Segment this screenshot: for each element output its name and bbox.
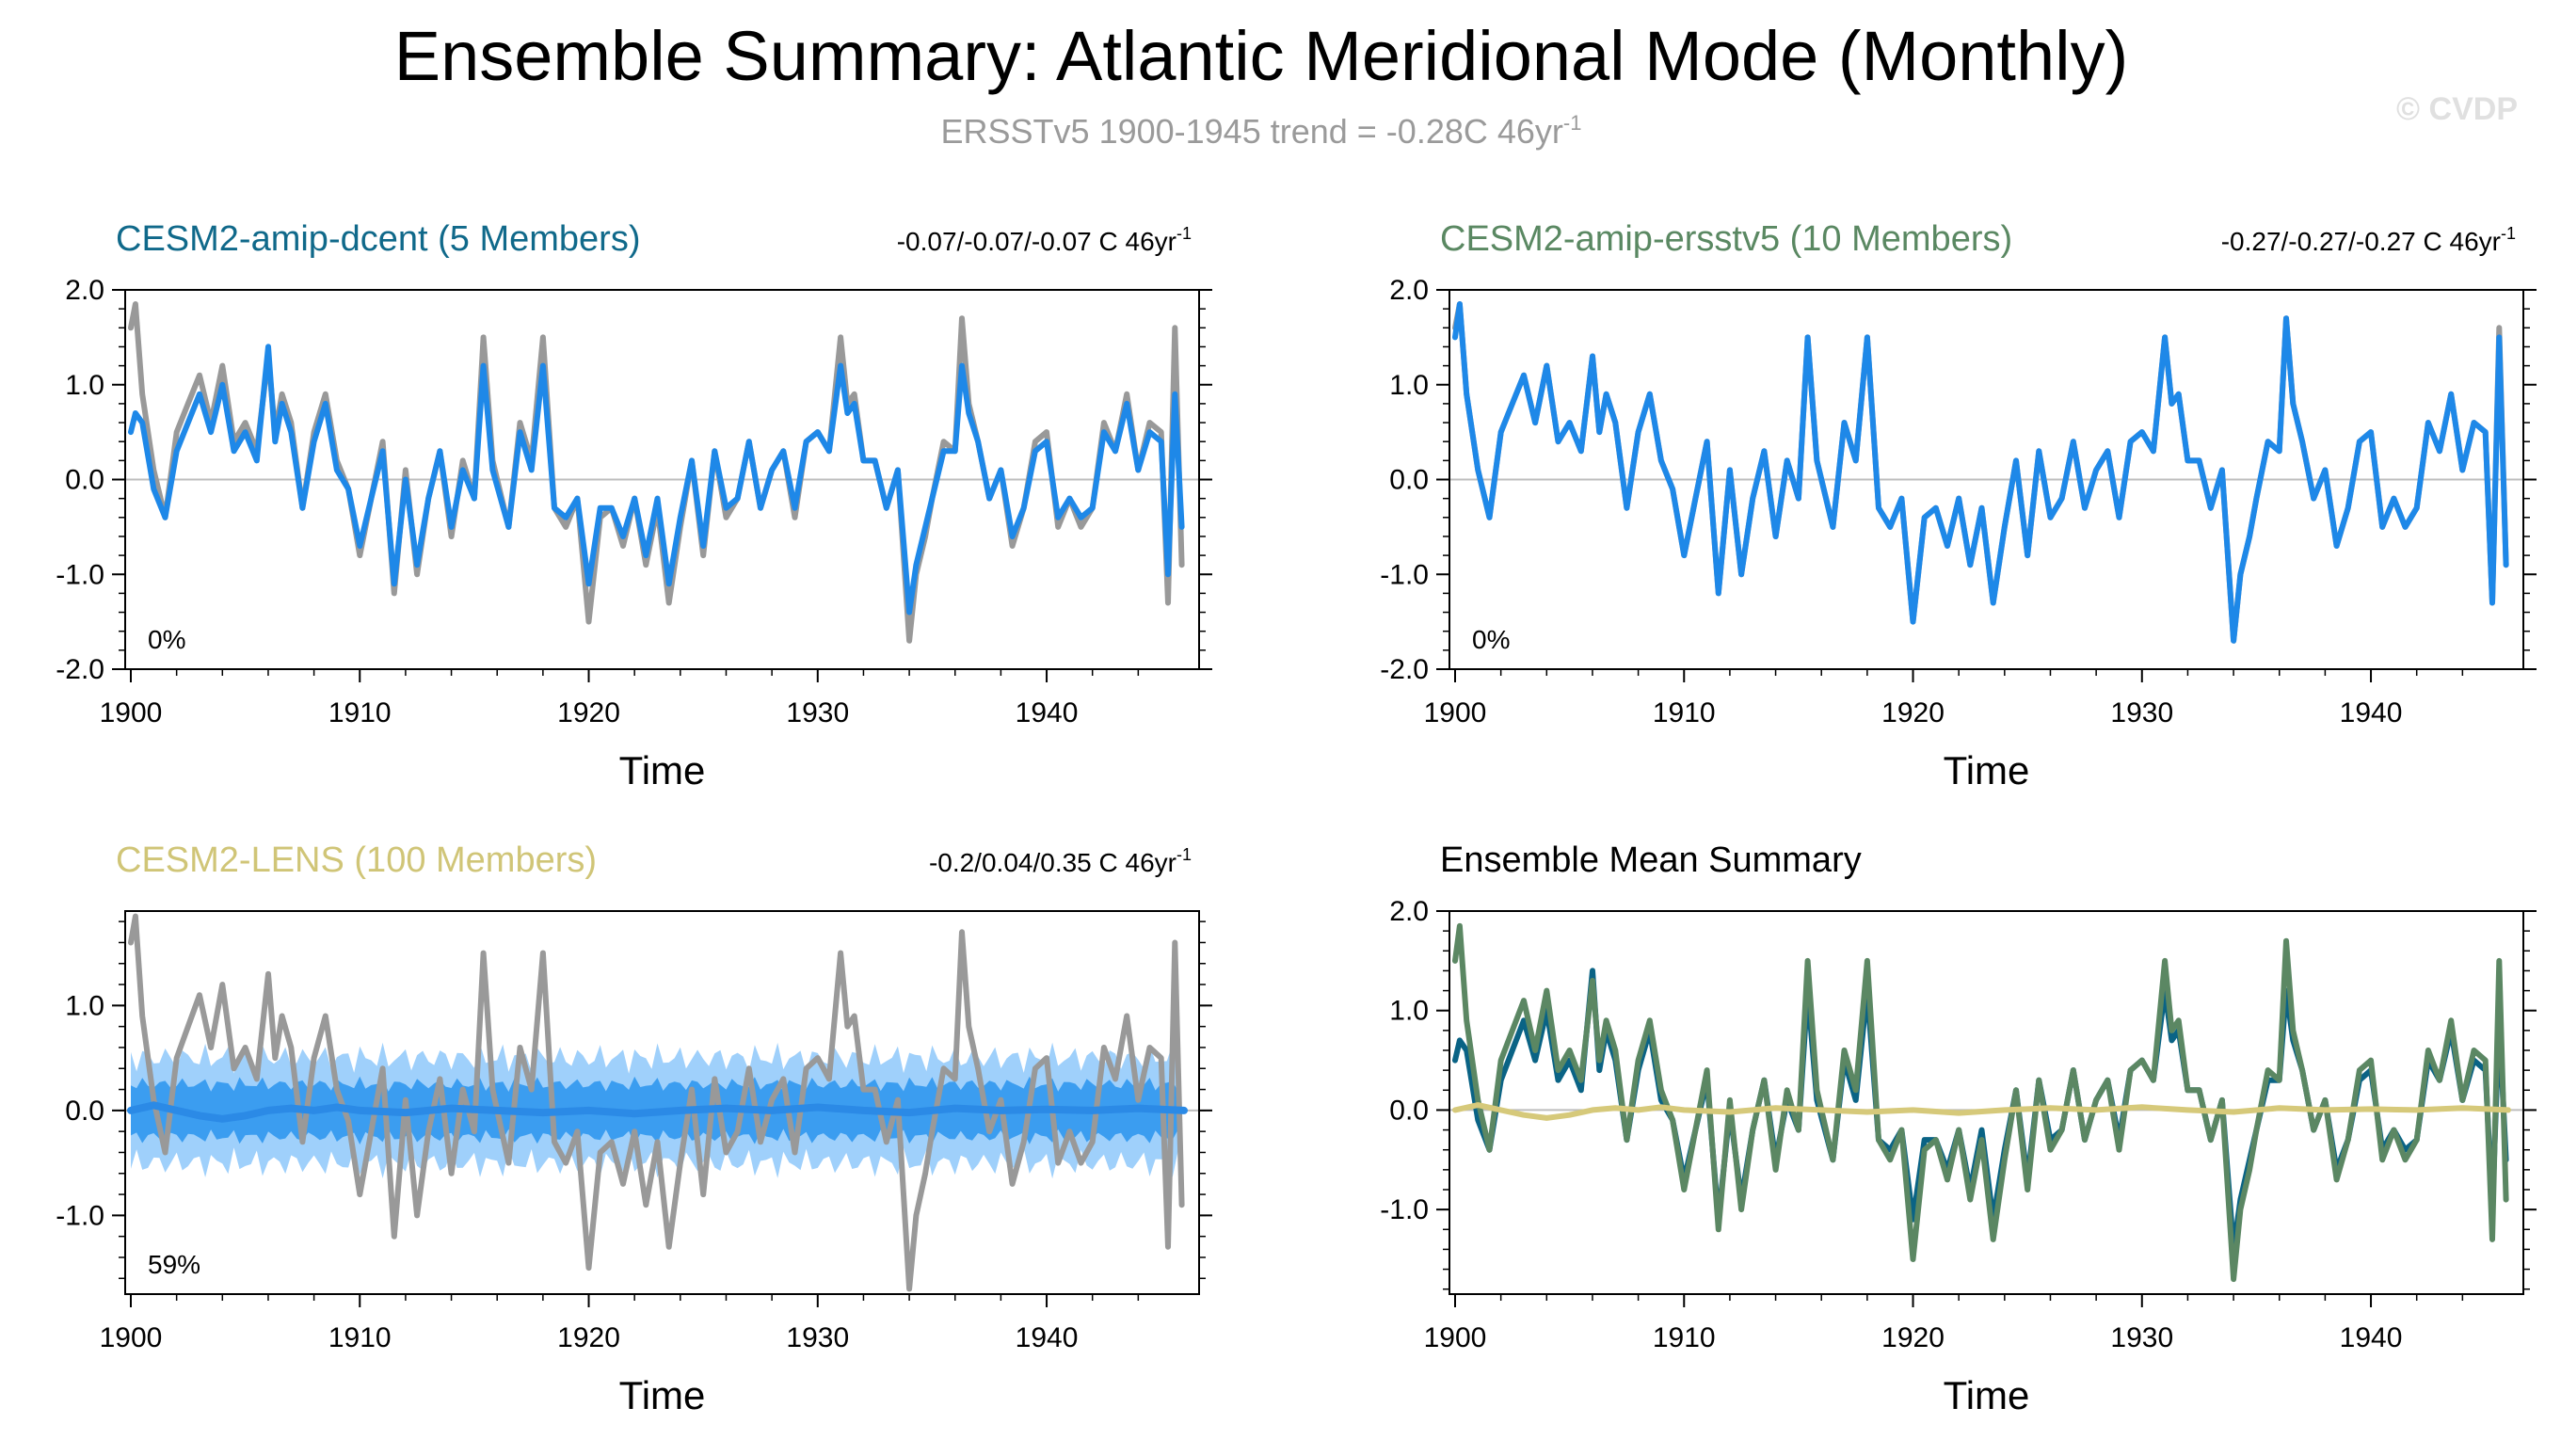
x-tick-label: 1910 [1653, 697, 1716, 728]
plot-frame [124, 910, 1200, 1295]
panel-title: Ensemble Mean Summary [1440, 840, 1862, 880]
x-tick-label: 1930 [786, 1322, 849, 1353]
x-tick-label: 1900 [1424, 697, 1487, 728]
x-tick-label: 1900 [1424, 1322, 1487, 1353]
panel-title: CESM2-amip-ersstv5 (10 Members) [1440, 219, 2012, 259]
y-tick-label: 2.0 [1389, 896, 1429, 927]
y-tick-label: 2.0 [1389, 275, 1429, 306]
y-tick-label: -2.0 [1380, 654, 1429, 685]
percent-label: 59% [148, 1250, 200, 1279]
trend-sup: -1 [1176, 845, 1192, 864]
y-tick-label: -1.0 [1380, 1194, 1429, 1225]
y-tick-label: 2.0 [65, 275, 104, 306]
x-axis-label: Time [619, 748, 706, 792]
plot-frame [1449, 910, 2524, 1295]
y-tick-label: 0.0 [65, 1096, 104, 1127]
x-axis-label: Time [619, 1373, 706, 1417]
x-tick-label: 1910 [328, 697, 392, 728]
x-tick-label: 1940 [1016, 697, 1079, 728]
series-line-observations [128, 913, 1185, 1292]
y-tick-label: 1.0 [1389, 370, 1429, 401]
y-tick-label: 1.0 [1389, 996, 1429, 1027]
x-tick-label: 1900 [100, 697, 163, 728]
x-tick-label: 1940 [2340, 1322, 2403, 1353]
y-tick-label: 0.0 [1389, 465, 1429, 496]
chart-panel-top-left: CESM2-amip-dcent (5 Members) -0.07/-0.07/… [56, 219, 1212, 792]
x-axis-label: Time [1944, 748, 2030, 792]
trend-label: -0.07/-0.07/-0.07 C 46yr-1 [897, 224, 1192, 256]
figure-subtitle-text: ERSSTv5 1900-1945 trend = -0.28C 46yr [941, 112, 1563, 151]
series-line-ensemble [1452, 301, 2509, 644]
series-line-ensemble [128, 344, 1185, 616]
series-line-ensemble-mean [127, 1101, 1188, 1123]
x-tick-label: 1940 [2340, 697, 2403, 728]
y-tick-label: -1.0 [56, 559, 104, 590]
x-tick-label: 1930 [786, 697, 849, 728]
percent-label: 0% [148, 625, 185, 654]
y-tick-label: -2.0 [56, 654, 104, 685]
percent-label: 0% [1472, 625, 1510, 654]
y-tick-label: 0.0 [65, 465, 104, 496]
chart-panel-top-right: CESM2-amip-ersstv5 (10 Members) -0.27/-0.… [1380, 219, 2537, 792]
figure-subtitle-sup: -1 [1563, 111, 1582, 135]
x-tick-label: 1930 [2110, 1322, 2173, 1353]
x-tick-label: 1910 [1653, 1322, 1716, 1353]
x-tick-label: 1930 [2110, 697, 2173, 728]
y-tick-label: 0.0 [1389, 1095, 1429, 1126]
panel-title: CESM2-LENS (100 Members) [116, 840, 597, 880]
chart-panel-bottom-left: CESM2-LENS (100 Members) -0.2/0.04/0.35 C… [56, 840, 1212, 1417]
x-tick-label: 1920 [1881, 1322, 1945, 1353]
series-line-observations [1452, 301, 2509, 644]
trend-label: -0.27/-0.27/-0.27 C 46yr-1 [2221, 224, 2516, 256]
series-line-observations [128, 301, 1185, 644]
watermark: © CVDP [2396, 91, 2518, 127]
chart-panel-bottom-right: Ensemble Mean Summary 2.0 1.0 0.0 -1.0 1900 19… [1380, 840, 2537, 1417]
trend-sup: -1 [1176, 224, 1192, 243]
x-axis-label: Time [1944, 1373, 2030, 1417]
y-tick-label: -1.0 [56, 1200, 104, 1231]
trend-text: -0.2/0.04/0.35 C 46yr [929, 848, 1176, 877]
y-tick-label: 1.0 [65, 370, 104, 401]
trend-sup: -1 [2501, 224, 2516, 243]
trend-label: -0.2/0.04/0.35 C 46yr-1 [929, 845, 1192, 877]
y-tick-label: 1.0 [65, 990, 104, 1021]
figure-title: Ensemble Summary: Atlantic Meridional Mo… [394, 17, 2128, 95]
series-line-mean-ersstv5 [1452, 922, 2509, 1283]
panel-title: CESM2-amip-dcent (5 Members) [116, 219, 640, 259]
x-tick-label: 1920 [557, 697, 620, 728]
x-tick-label: 1940 [1016, 1322, 1079, 1353]
y-tick-label: -1.0 [1380, 559, 1429, 590]
x-tick-label: 1900 [100, 1322, 163, 1353]
panels: CESM2-amip-dcent (5 Members) -0.07/-0.07/… [56, 219, 2537, 1417]
trend-text: -0.27/-0.27/-0.27 C 46yr [2221, 227, 2501, 256]
trend-text: -0.07/-0.07/-0.07 C 46yr [897, 227, 1176, 256]
series-line-mean-lens [1452, 1102, 2511, 1121]
x-tick-label: 1910 [328, 1322, 392, 1353]
figure-subtitle: ERSSTv5 1900-1945 trend = -0.28C 46yr-1 [941, 111, 1582, 151]
x-tick-label: 1920 [557, 1322, 620, 1353]
x-tick-label: 1920 [1881, 697, 1945, 728]
